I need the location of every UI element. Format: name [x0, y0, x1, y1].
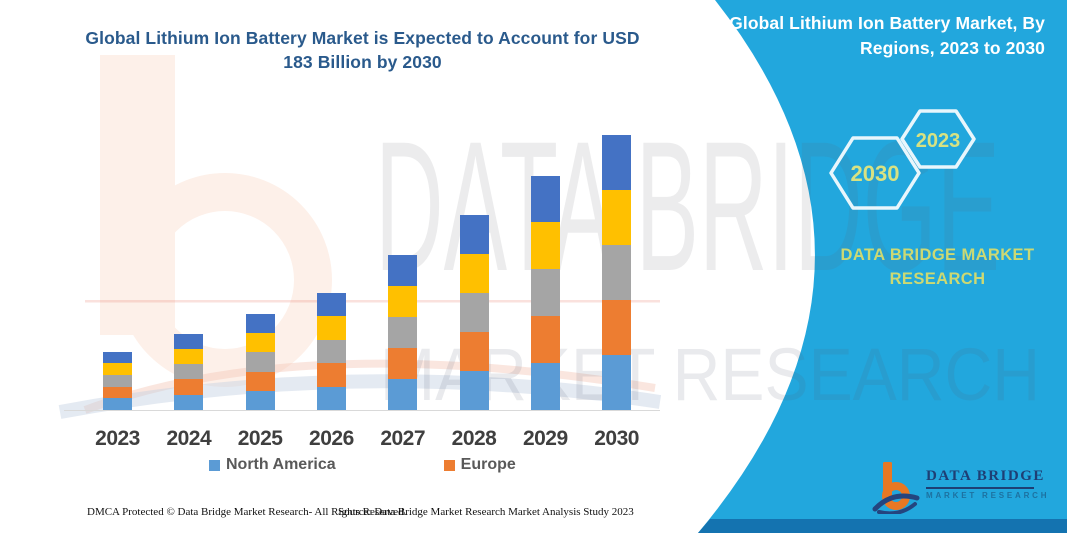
bar-segment — [103, 351, 132, 364]
banner-heading-line1: Global Lithium Ion Battery Market, By — [729, 13, 1045, 33]
legend-label: Europe — [460, 456, 516, 473]
bar-segment — [316, 316, 346, 340]
bar-segment — [459, 331, 489, 371]
bar-segment — [530, 222, 560, 270]
bar-segment — [459, 370, 489, 410]
company-logo-underline — [926, 487, 1034, 489]
x-axis-label: 2023 — [95, 427, 140, 450]
x-axis-label: 2025 — [237, 427, 283, 450]
hexagon-2030-label: 2030 — [851, 161, 900, 186]
legend-item-europe: Europe — [443, 456, 516, 474]
bar-segment — [316, 339, 346, 364]
plot-area: 2023 2024 2025 2026 2027 2028 2029 2030 — [64, 118, 660, 450]
bar-2023 — [103, 351, 132, 410]
bar-segment — [174, 333, 204, 349]
bar-segment — [174, 364, 204, 380]
bar-segment — [530, 269, 560, 317]
bar-segment — [174, 394, 204, 410]
company-logo-icon — [872, 462, 920, 514]
bar-segment — [602, 135, 632, 190]
bar-segment — [174, 379, 204, 395]
banner-bottom-strip — [698, 519, 1067, 533]
company-logo-subtitle: MARKET RESEARCH — [926, 491, 1050, 500]
bar-segment — [459, 253, 489, 293]
hexagon-2023: 2023 — [900, 109, 976, 169]
bar-segment — [388, 286, 418, 317]
bar-segment — [602, 300, 632, 355]
bar-2025 — [245, 314, 275, 410]
bar-segment — [388, 255, 418, 286]
bar-segment — [602, 245, 632, 300]
footer-dmca-text: DMCA Protected © Data Bridge Market Rese… — [87, 506, 407, 518]
page-title: Global Lithium Ion Battery Market is Exp… — [40, 26, 685, 74]
bar-segment — [103, 363, 132, 375]
legend-label: North America — [226, 456, 336, 473]
bar-2027 — [388, 255, 418, 410]
x-axis-label: 2029 — [522, 427, 568, 450]
page-title-line1: Global Lithium Ion Battery Market is Exp… — [85, 28, 640, 48]
company-logo-name: DATA BRIDGE — [926, 468, 1045, 484]
bar-segment — [530, 316, 560, 364]
hexagon-2023-label: 2023 — [916, 130, 961, 152]
bar-segment — [316, 363, 346, 387]
x-axis-label: 2028 — [451, 427, 497, 450]
x-axis-label: 2026 — [309, 427, 354, 450]
x-axis-label: 2027 — [380, 427, 426, 450]
bar-segment — [602, 190, 632, 245]
bar-segment — [388, 348, 418, 379]
bar-segment — [459, 292, 489, 332]
bar-2028 — [459, 214, 489, 410]
legend-item-north-america: North America — [209, 456, 336, 474]
bar-segment — [245, 352, 275, 372]
bar-segment — [103, 374, 132, 387]
bar-segment — [245, 371, 275, 391]
company-logo-text: DATA BRIDGE MARKET RESEARCH — [926, 468, 1049, 500]
watermark-line2: MARKET RESEARCH — [380, 333, 1040, 416]
bar-segment — [530, 363, 560, 410]
banner-heading-line2: Regions, 2023 to 2030 — [860, 38, 1045, 58]
footer-source-text: Source: Data Bridge Market Research Mark… — [338, 506, 634, 518]
bar-segment — [388, 379, 418, 410]
hexagon-2030: 2030 — [829, 136, 921, 210]
bar-segment — [245, 333, 275, 353]
banner-background — [698, 0, 1067, 533]
bar-2024 — [174, 333, 204, 410]
bar-segment — [103, 386, 132, 399]
banner-heading: Global Lithium Ion Battery Market, By Re… — [645, 11, 1045, 61]
bar-segment — [245, 314, 275, 334]
brand-wordmark-line2: RESEARCH — [889, 270, 986, 288]
legend: North America Europe — [209, 456, 516, 474]
bar-segment — [602, 355, 632, 410]
bar-segment — [459, 214, 489, 254]
brand-wordmark: DATA BRIDGE MARKET RESEARCH — [800, 243, 1067, 291]
bar-2029 — [530, 175, 560, 410]
bar-segment — [388, 317, 418, 348]
brand-wordmark-line1: DATA BRIDGE MARKET — [840, 246, 1035, 264]
bar-2026 — [316, 293, 346, 410]
x-axis-label: 2024 — [166, 427, 212, 450]
bar-2030 — [602, 135, 632, 410]
bar-segment — [316, 293, 346, 317]
x-axis-label: 2030 — [594, 427, 639, 450]
bar-segment — [174, 348, 204, 365]
legend-swatch — [443, 459, 455, 471]
bar-segment — [103, 398, 132, 410]
page-title-line2: 183 Billion by 2030 — [283, 52, 442, 72]
legend-swatch — [209, 459, 220, 471]
bar-segment — [245, 390, 275, 410]
bar-segment — [316, 386, 346, 410]
bar-segment — [530, 175, 560, 223]
company-logo: DATA BRIDGE MARKET RESEARCH — [872, 460, 1049, 514]
